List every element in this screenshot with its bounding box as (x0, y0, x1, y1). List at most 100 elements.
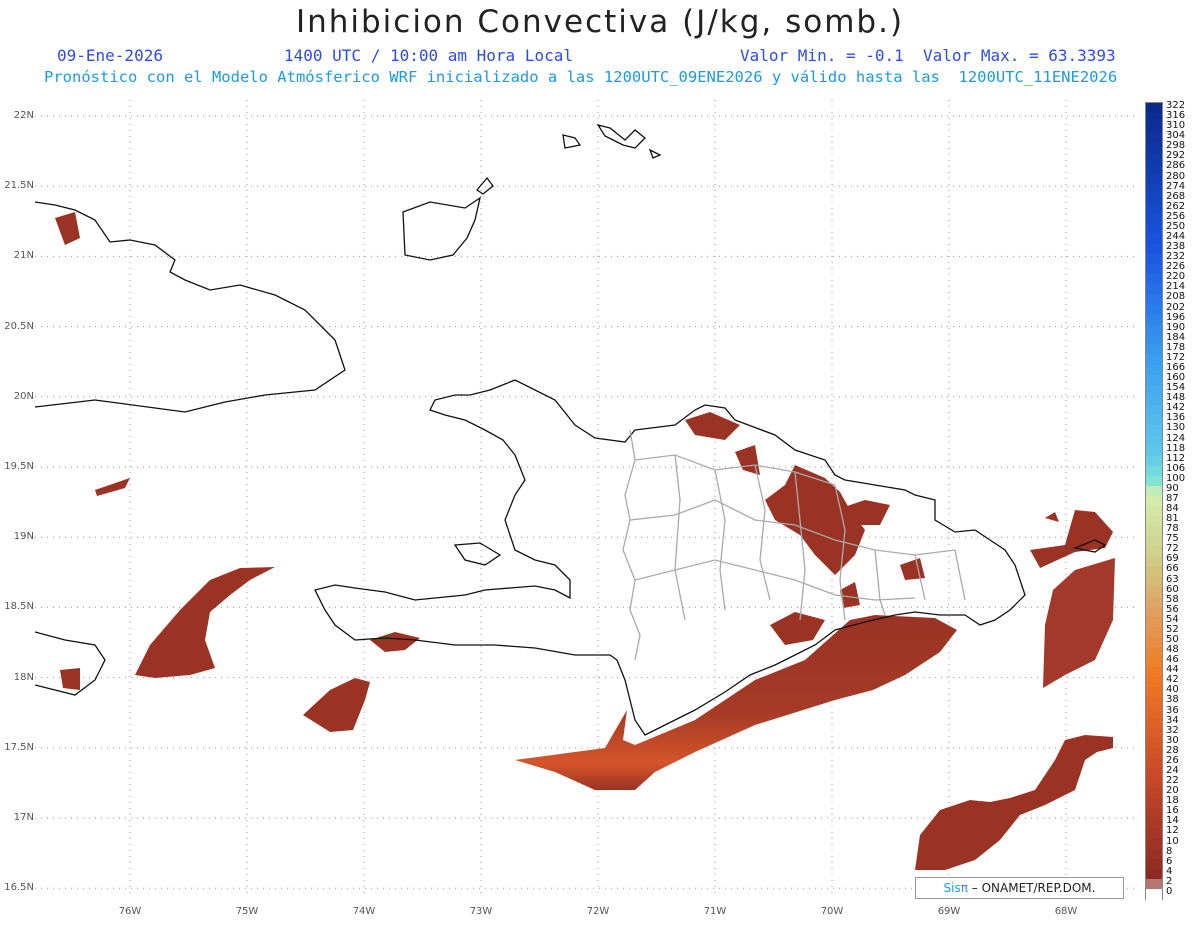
lat-label: 18.5N (4, 601, 34, 613)
colorbar-label: 30 (1166, 734, 1179, 746)
colorbar-swatch (1146, 254, 1162, 265)
colorbar-swatch (1146, 878, 1162, 890)
shade-tiburon (303, 678, 370, 732)
colorbar-label: 148 (1166, 392, 1186, 404)
colorbar-label: 14 (1166, 815, 1179, 827)
colorbar-swatch (1146, 455, 1162, 467)
map-title: Inhibicion Convectiva (J/kg, somb.) (295, 4, 905, 40)
hispaniola-coast (314, 379, 1026, 736)
colorbar-swatch (1146, 274, 1162, 285)
province-line-1 (634, 454, 836, 486)
colorbar-label: 69 (1166, 553, 1179, 565)
colorbar-swatch (1146, 637, 1162, 648)
colorbar-swatch (1146, 364, 1162, 376)
colorbar-swatch (1146, 818, 1162, 830)
turks-caicos-coast (562, 123, 662, 159)
colorbar-label: 72 (1166, 543, 1179, 555)
colorbar-swatch (1146, 193, 1162, 205)
colorbar-label: 10 (1166, 835, 1179, 847)
province-line-5 (714, 469, 726, 611)
colorbar-swatch (1146, 778, 1162, 789)
colorbar-label: 166 (1166, 361, 1186, 373)
model-description: Pronóstico con el Modelo Atmósferico WRF… (44, 68, 1118, 86)
province-line-4 (674, 454, 686, 621)
colorbar-label: 38 (1166, 694, 1179, 706)
colorbar-swatch (1146, 435, 1162, 447)
credit-text: – ONAMET/REP.DOM. (967, 881, 1096, 895)
colorbar-swatch (1146, 123, 1162, 134)
lon-label: 73W (469, 906, 493, 917)
colorbar-swatch (1146, 677, 1162, 688)
jamaica-coast (35, 631, 106, 696)
colorbar-swatch (1146, 727, 1162, 739)
lat-label: 19.5N (4, 461, 34, 472)
colorbar-swatch (1146, 858, 1162, 870)
colorbar-swatch (1146, 163, 1162, 175)
lon-label: 68W (1054, 906, 1078, 917)
colorbar-label: 232 (1166, 251, 1186, 263)
colorbar-swatch (1146, 354, 1162, 366)
colorbar-label: 6 (1166, 855, 1173, 867)
colorbar-label: 100 (1166, 472, 1186, 484)
forecast-time: 1400 UTC / 10:00 am Hora Local (284, 46, 573, 65)
colorbar-swatch (1146, 103, 1162, 114)
colorbar-swatch (1146, 314, 1162, 326)
colorbar-swatch (1146, 143, 1162, 154)
colorbar-label: 196 (1166, 311, 1186, 323)
credit-box: Sisπ – ONAMET/REP.DOM. (915, 877, 1124, 899)
colorbar-label: 56 (1166, 603, 1179, 615)
colorbar-swatch (1146, 344, 1162, 356)
colorbar-label: 184 (1166, 331, 1186, 343)
colorbar-swatch (1146, 626, 1162, 638)
coastlines (35, 123, 1107, 736)
colorbar-swatch (1146, 425, 1162, 437)
colorbar-label: 32 (1166, 724, 1179, 736)
province-line-8 (834, 484, 846, 621)
colorbar-label: 58 (1166, 593, 1179, 605)
mona-coast (1072, 539, 1107, 553)
colorbar-label: 4 (1166, 865, 1173, 877)
colorbar-label: 81 (1166, 513, 1179, 525)
colorbar-label: 24 (1166, 765, 1179, 776)
colorbar-label: 66 (1166, 563, 1179, 575)
province-line-2 (629, 499, 956, 556)
lat-label: 19N (13, 531, 34, 543)
lon-label: 70W (820, 906, 844, 917)
province-line-6 (754, 464, 771, 601)
colorbar-label: 142 (1166, 402, 1186, 414)
colorbar-swatch (1146, 838, 1162, 850)
colorbar-label: 316 (1166, 110, 1186, 122)
colorbar-swatch (1146, 304, 1162, 316)
colorbar-label: 160 (1166, 372, 1186, 384)
colorbar-label: 52 (1166, 623, 1179, 635)
colorbar-swatch (1146, 828, 1162, 840)
colorbar-swatch (1146, 465, 1162, 477)
colorbar-swatch (1146, 244, 1162, 255)
colorbar-label: 84 (1166, 503, 1179, 515)
colorbar-swatch (1146, 203, 1162, 215)
colorbar-label: 75 (1166, 533, 1179, 545)
colorbar-label: 130 (1166, 422, 1186, 434)
colorbar-swatch (1146, 395, 1162, 406)
colorbar-swatch (1146, 657, 1162, 668)
lat-label: 22N (13, 110, 34, 121)
colorbar-label: 78 (1166, 523, 1179, 535)
colorbar-swatch (1146, 737, 1162, 749)
colorbar-swatch (1146, 405, 1162, 416)
colorbar-label: 118 (1166, 442, 1186, 454)
colorbar-swatch (1146, 233, 1162, 245)
colorbar-label: 46 (1166, 654, 1179, 666)
colorbar-swatch (1146, 647, 1162, 658)
colorbar-swatch (1146, 324, 1162, 336)
colorbar-swatch (1146, 334, 1162, 346)
colorbar-swatch (1146, 133, 1162, 144)
shade-cuba-east (55, 212, 80, 245)
colorbar-swatch (1146, 848, 1162, 860)
cin-shading (55, 212, 1115, 870)
shade-southeast (915, 735, 1113, 870)
colorbar-label: 42 (1166, 674, 1179, 686)
colorbar-swatch (1146, 173, 1162, 185)
shade-cibao (765, 465, 865, 575)
colorbar-label: 244 (1166, 230, 1186, 242)
colorbar-label: 34 (1166, 714, 1179, 726)
